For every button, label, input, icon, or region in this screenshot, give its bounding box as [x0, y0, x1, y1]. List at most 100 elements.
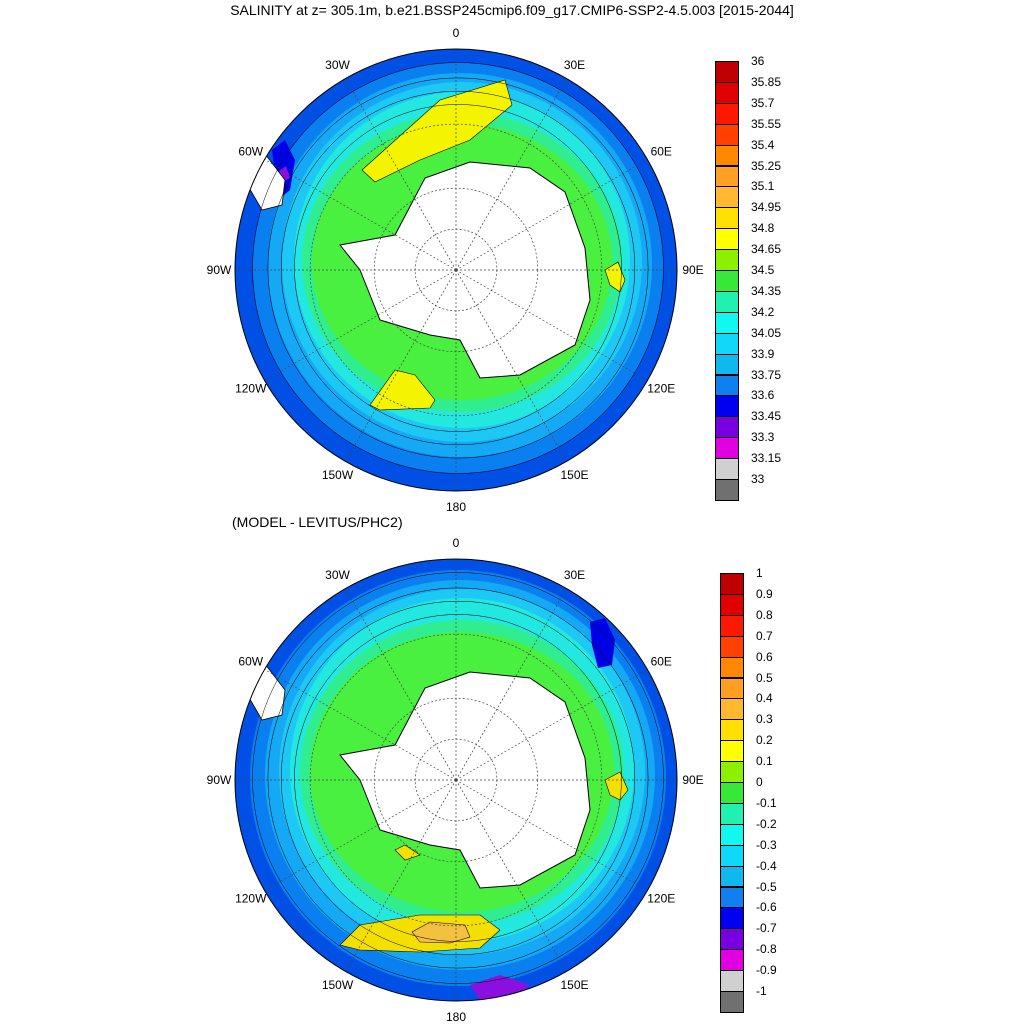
colorbar-swatch [720, 719, 744, 742]
colorbar-swatch [720, 844, 744, 867]
top-lon-label-8: 120W [235, 382, 267, 396]
colorbar-tick-label: 1 [756, 566, 763, 580]
colorbar-swatch [720, 907, 744, 930]
colorbar-swatch [715, 270, 739, 292]
colorbar-swatch [715, 61, 739, 83]
high-salinity-patch-east [604, 261, 626, 293]
colorbar-tick-label: 0.5 [756, 670, 773, 685]
colorbar-swatch [720, 761, 744, 783]
colorbar-tick-label: 34.95 [751, 200, 782, 215]
colorbar-swatch [720, 698, 744, 721]
top-meridian-1 [455, 78, 567, 271]
top-meridian-7 [345, 269, 457, 462]
colorbar-swatch [715, 374, 739, 397]
colorbar-tick-label: 36 [751, 54, 765, 68]
top-lon-label-10: 60W [238, 145, 263, 159]
high-salinity-patch-ross [369, 369, 436, 411]
colorbar-tick-label: -0.5 [756, 879, 777, 894]
top-meridian-4 [455, 269, 648, 381]
colorbar-swatch [720, 823, 744, 846]
colorbar-swatch [715, 479, 739, 501]
top-contour-1 [267, 77, 649, 459]
colorbar-swatch [715, 249, 739, 271]
plot-title: SALINITY at z= 305.1m, b.e21.BSSP245cmip… [230, 2, 794, 18]
top-map-border [234, 48, 678, 492]
bottom-lon-label-0: 0 [453, 536, 460, 550]
colorbar-tick-label: 35.4 [751, 137, 775, 152]
colorbar-swatch [715, 311, 739, 334]
bottom-meridian-1 [455, 588, 567, 781]
bottom-contour-2 [280, 600, 636, 956]
colorbar-tick-label: 34.35 [751, 283, 782, 298]
colorbar-tick-label: 35.7 [751, 95, 775, 110]
bottom-meridian-11 [345, 588, 457, 781]
colorbar-swatch [720, 782, 744, 804]
colorbar-tick-label: 33.75 [751, 367, 782, 382]
colorbar-tick-label: 34.8 [751, 221, 775, 236]
colorbar-swatch [720, 970, 744, 992]
bottom-meridian-8 [264, 779, 457, 891]
colorbar-tick-label: 35.55 [751, 116, 782, 131]
top-lon-label-1: 30E [564, 58, 585, 72]
colorbar-tick-label: 0.2 [756, 733, 773, 748]
colorbar-swatch [720, 740, 744, 763]
bottom-contour-3 [294, 614, 622, 942]
top-contour-0 [252, 62, 664, 474]
top-lon-label-9: 90W [207, 263, 232, 277]
bottom-meridian-2 [455, 669, 648, 781]
bottom-lon-label-11: 30W [325, 568, 350, 582]
colorbar-swatch [715, 207, 739, 230]
bottom-meridian-5 [455, 779, 567, 972]
colorbar-swatch [720, 991, 744, 1013]
top-lon-label-7: 150W [322, 468, 354, 482]
colorbar-swatch [720, 614, 744, 637]
colorbar-swatch [715, 353, 739, 376]
top-meridian-11 [345, 78, 457, 271]
colorbar-tick-label: -0.4 [756, 858, 777, 873]
top-contour-3 [294, 104, 622, 432]
bottom-lon-label-1: 30E [564, 568, 585, 582]
peak-anomaly-ross [411, 921, 471, 944]
colorbar-tick-label: -0.7 [756, 921, 777, 936]
colorbar-tick-label: 35.25 [751, 158, 782, 173]
bottom-contour-1 [267, 587, 649, 969]
colorbar-tick-label: -0.6 [756, 900, 777, 915]
colorbar-swatch [720, 656, 744, 679]
top-lon-label-5: 150E [560, 468, 588, 482]
bottom-lon-label-8: 120W [235, 892, 267, 906]
colorbar-tick-label: -0.8 [756, 942, 777, 957]
salinity-difference-map [235, 559, 677, 1001]
bottom-meridian-10 [264, 669, 457, 781]
colorbar-swatch [720, 593, 744, 616]
colorbar-tick-label: -0.1 [756, 795, 777, 810]
colorbar-swatch [715, 458, 739, 480]
top-meridian-5 [455, 269, 567, 462]
bottom-contour-0 [252, 572, 664, 984]
bottom-lon-label-10: 60W [238, 655, 263, 669]
colorbar-tick-label: 33.15 [751, 451, 782, 466]
colorbar-swatch [715, 290, 739, 313]
colorbar-swatch [720, 802, 744, 825]
colorbar-tick-label: 34.05 [751, 325, 782, 340]
colorbar-swatch [720, 886, 744, 909]
bottom-map-border [234, 558, 678, 1002]
top-lon-label-11: 30W [325, 58, 350, 72]
salinity-map [235, 49, 677, 491]
bottom-lon-label-3: 90E [682, 773, 703, 787]
colorbar-swatch [720, 635, 744, 658]
colorbar-tick-label: 0 [756, 775, 763, 789]
top-meridian-10 [264, 159, 457, 271]
negative-anomaly-east [590, 618, 615, 668]
colorbar-swatch [720, 928, 744, 951]
bottom-lon-label-5: 150E [560, 978, 588, 992]
colorbar-swatch [715, 165, 739, 188]
top-lon-label-4: 120E [647, 382, 675, 396]
top-meridian-8 [264, 269, 457, 381]
colorbar-tick-label: 33.3 [751, 430, 775, 445]
colorbar-swatch [715, 437, 739, 460]
bottom-meridian-7 [345, 779, 457, 972]
top-lon-label-2: 60E [651, 145, 672, 159]
top-lon-label-3: 90E [682, 263, 703, 277]
map-overlays: 0 30E 60E 90E 120E 150E 180 150W 120W 90W 60W 30W 0 3… [207, 26, 704, 1024]
